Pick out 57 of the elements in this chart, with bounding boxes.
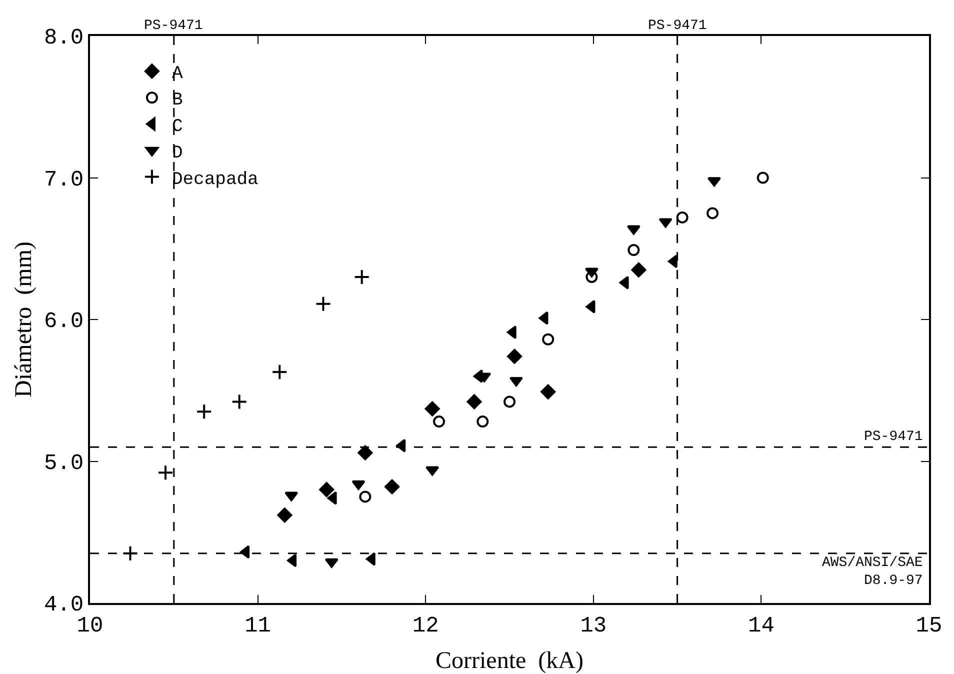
point: [668, 254, 678, 268]
point: [706, 207, 719, 220]
point: [658, 218, 672, 228]
point: [122, 545, 138, 562]
point: [628, 244, 640, 256]
point: [538, 311, 548, 325]
point: [540, 384, 556, 400]
point: [352, 480, 366, 490]
point: [158, 464, 174, 481]
point: [584, 268, 598, 278]
point: [626, 225, 640, 235]
point: [476, 416, 489, 428]
point: [277, 508, 292, 523]
point: [315, 296, 332, 312]
x-tick-label: 11: [244, 613, 272, 638]
point: [359, 490, 372, 503]
point: [426, 466, 440, 476]
legend-label: Decapada: [172, 170, 259, 190]
point: [619, 276, 629, 290]
ref-line-label: PS-9471: [864, 429, 923, 445]
point: [433, 416, 446, 428]
point: [354, 268, 370, 285]
ref-line-label: AWS/ANSI/SAE D8.9-97: [822, 555, 923, 590]
point: [707, 177, 721, 187]
point: [504, 396, 516, 408]
y-tick-label: 7.0: [44, 167, 84, 192]
point: [507, 348, 522, 364]
x-axis-title: Corriente (kA): [436, 648, 584, 674]
point: [327, 491, 337, 505]
x-tick-label: 12: [412, 613, 439, 638]
x-tick-label: 13: [580, 613, 607, 638]
point: [287, 554, 297, 568]
point: [272, 364, 288, 380]
y-axis-title: Diámetro (mm): [11, 242, 37, 398]
point: [542, 333, 554, 346]
point: [631, 262, 646, 278]
point: [231, 394, 248, 410]
point: [324, 558, 338, 568]
y-tick-label: 8.0: [44, 26, 84, 51]
point: [366, 552, 376, 566]
point: [284, 492, 298, 502]
ref-line-label: PS-9471: [648, 18, 707, 34]
point: [384, 479, 400, 494]
point: [676, 211, 688, 224]
point: [756, 172, 769, 184]
y-tick-label: 6.0: [44, 309, 84, 334]
x-tick-label: 14: [748, 613, 774, 638]
ref-line-label: PS-9471: [144, 18, 203, 34]
point: [424, 401, 440, 416]
point: [240, 545, 250, 559]
point: [358, 445, 373, 460]
point: [319, 482, 334, 498]
y-tick-label: 5.0: [44, 450, 84, 476]
point: [196, 404, 212, 420]
x-tick-label: 15: [916, 613, 942, 638]
point: [509, 376, 523, 386]
point: [466, 394, 482, 410]
